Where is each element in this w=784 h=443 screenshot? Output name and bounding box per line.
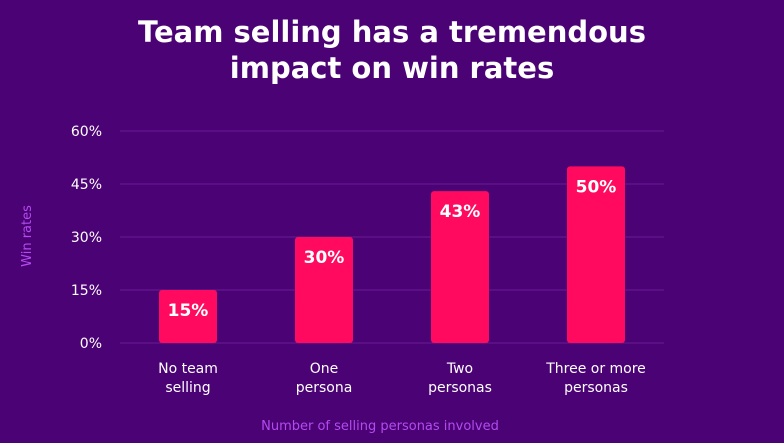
- x-category-label: Three or more: [545, 361, 646, 377]
- x-category-label: persona: [296, 380, 353, 396]
- value-label: 15%: [168, 301, 209, 321]
- y-tick-label: 60%: [71, 124, 102, 140]
- y-tick-label: 45%: [71, 177, 102, 193]
- chart-title-line-1: Team selling has a tremendous: [138, 15, 646, 49]
- bar: [431, 191, 489, 343]
- y-tick-label: 30%: [71, 230, 102, 246]
- x-category-label: Two: [446, 361, 473, 377]
- labels: 0% 15% 30% 45% 60% 15% No team selling 30% One per…: [71, 124, 646, 396]
- y-tick-label: 15%: [71, 283, 102, 299]
- x-category-label: personas: [428, 380, 492, 396]
- x-axis-title: Number of selling personas involved: [261, 419, 499, 434]
- y-tick-label: 0%: [80, 336, 102, 352]
- chart-title: Team selling has a tremendous impact on …: [0, 14, 784, 86]
- x-category-label: personas: [564, 380, 628, 396]
- bar: [295, 237, 353, 343]
- value-label: 50%: [576, 177, 617, 197]
- bars: [159, 166, 625, 343]
- value-label: 43%: [440, 202, 481, 222]
- x-category-label: selling: [165, 380, 210, 396]
- x-category-label: One: [310, 361, 339, 377]
- y-axis-title: Win rates: [20, 205, 35, 267]
- value-label: 30%: [304, 248, 345, 268]
- bar: [159, 290, 217, 343]
- chart-title-line-2: impact on win rates: [229, 51, 555, 85]
- bar: [567, 166, 625, 343]
- x-category-label: No team: [158, 361, 218, 377]
